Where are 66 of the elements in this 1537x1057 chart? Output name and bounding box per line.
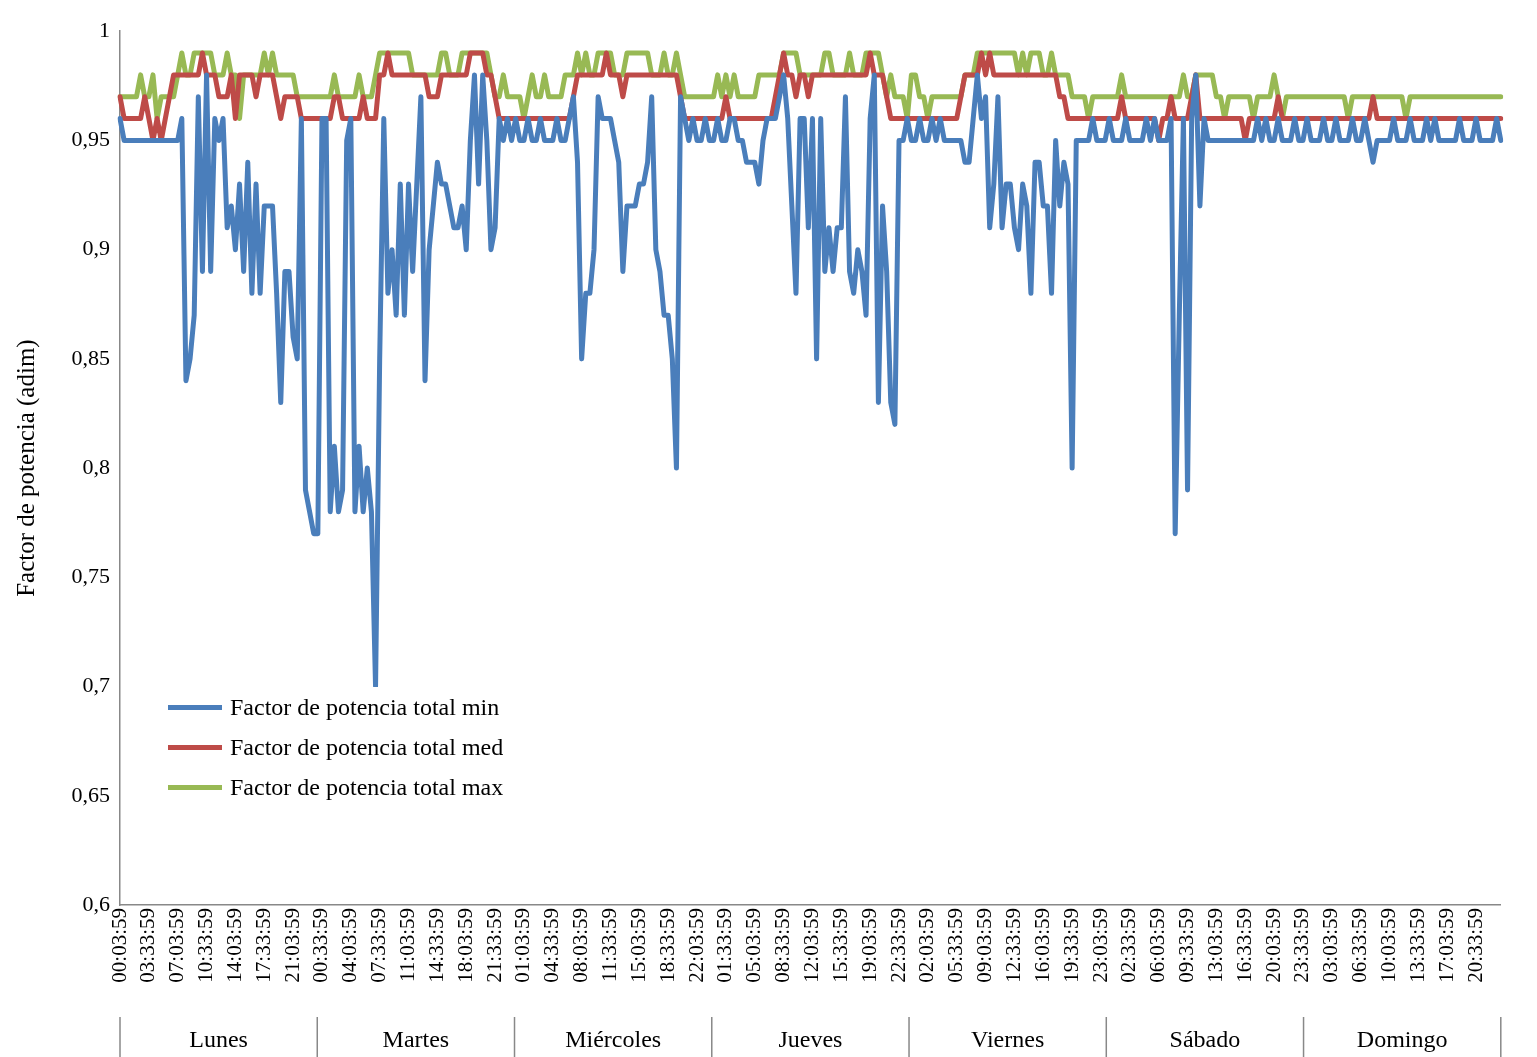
x-tick-label: 19:33:59 <box>1058 908 1083 983</box>
x-tick-label: 01:03:59 <box>510 908 535 983</box>
x-tick-label: 16:03:59 <box>1029 908 1054 983</box>
legend-label: Factor de potencia total min <box>230 693 500 721</box>
text: Jueves <box>778 1026 843 1053</box>
x-tick-label: 00:33:59 <box>308 908 333 983</box>
x-tick-label: 03:03:59 <box>1318 908 1343 983</box>
y-tick-label: 0,85 <box>71 344 110 370</box>
x-tick-label: 18:03:59 <box>452 908 477 983</box>
x-tick-label: 22:33:59 <box>885 908 910 983</box>
x-tick-label: 10:33:59 <box>193 908 218 983</box>
text: Lunes <box>189 1026 248 1053</box>
y-tick-label: 0,75 <box>71 563 110 589</box>
legend-label: Factor de potencia total max <box>230 773 504 801</box>
y-tick-label: 0,8 <box>82 453 110 479</box>
x-tick-label: 22:03:59 <box>683 908 708 983</box>
x-tick-label: 12:33:59 <box>1000 908 1025 983</box>
x-tick-label: 02:33:59 <box>1116 908 1141 983</box>
x-tick-label: 08:03:59 <box>568 908 593 983</box>
x-tick-label: 14:33:59 <box>423 908 448 983</box>
x-tick-label: 15:03:59 <box>625 908 650 983</box>
x-tick-label: 17:33:59 <box>250 908 275 983</box>
x-tick-label: 09:33:59 <box>1174 908 1199 983</box>
y-tick-label: 0,9 <box>82 235 110 261</box>
x-tick-label: 10:03:59 <box>1376 908 1401 983</box>
y-axis-title: Factor de potencia (adim) <box>11 339 40 597</box>
text: Viernes <box>971 1026 1045 1053</box>
x-tick-label: 06:33:59 <box>1347 908 1372 983</box>
x-tick-label: 23:03:59 <box>1087 908 1112 983</box>
x-tick-label: 08:33:59 <box>770 908 795 983</box>
x-tick-label: 11:03:59 <box>395 908 420 982</box>
x-tick-label: 19:03:59 <box>856 908 881 983</box>
x-tick-label: 04:03:59 <box>337 908 362 983</box>
x-tick-label: 17:03:59 <box>1433 908 1458 983</box>
y-tick-label: 0,7 <box>82 672 110 698</box>
x-tick-label: 09:03:59 <box>972 908 997 983</box>
x-tick-label: 04:33:59 <box>539 908 564 983</box>
x-tick-label: 21:03:59 <box>279 908 304 983</box>
x-tick-label: 07:03:59 <box>164 908 189 983</box>
x-tick-label: 13:33:59 <box>1404 908 1429 983</box>
y-tick-label: 0,95 <box>71 126 110 152</box>
x-tick-label: 20:33:59 <box>1462 908 1487 983</box>
text: Sábado <box>1169 1026 1241 1053</box>
x-tick-label: 20:03:59 <box>1260 908 1285 983</box>
x-tick-label: 07:33:59 <box>366 908 391 983</box>
y-tick-label: 1 <box>99 16 110 42</box>
x-tick-label: 14:03:59 <box>221 908 246 983</box>
x-tick-label: 12:03:59 <box>798 908 823 983</box>
x-tick-label: 15:33:59 <box>827 908 852 983</box>
x-tick-label: 05:03:59 <box>741 908 766 983</box>
x-tick-label: 11:33:59 <box>597 908 622 982</box>
text: Domingo <box>1356 1026 1448 1053</box>
text: Miércoles <box>565 1026 662 1053</box>
x-tick-label: 13:03:59 <box>1202 908 1227 983</box>
x-tick-label: 18:33:59 <box>654 908 679 983</box>
x-tick-label: 03:33:59 <box>135 908 160 983</box>
x-tick-label: 23:33:59 <box>1289 908 1314 983</box>
x-tick-label: 21:33:59 <box>481 908 506 983</box>
x-tick-label: 01:33:59 <box>712 908 737 983</box>
text: Martes <box>382 1026 450 1053</box>
x-tick-label: 16:33:59 <box>1231 908 1256 983</box>
x-tick-label: 05:33:59 <box>943 908 968 983</box>
x-tick-label: 06:03:59 <box>1145 908 1170 983</box>
x-tick-label: 02:03:59 <box>914 908 939 983</box>
y-tick-label: 0,65 <box>71 781 110 807</box>
legend-label: Factor de potencia total med <box>230 733 504 761</box>
